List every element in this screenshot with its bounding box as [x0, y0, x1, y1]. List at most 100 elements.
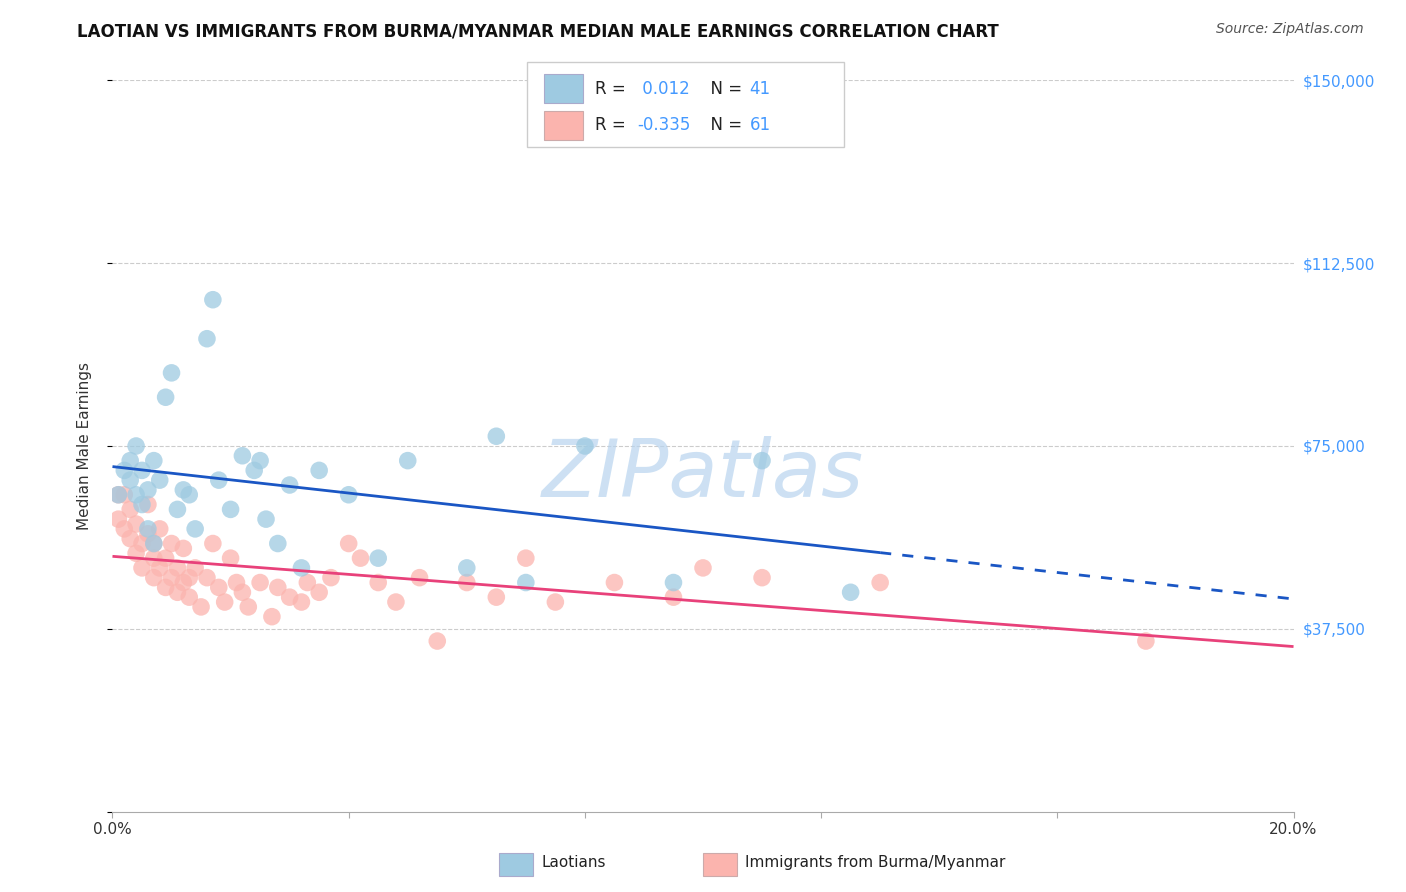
- Text: Immigrants from Burma/Myanmar: Immigrants from Burma/Myanmar: [745, 855, 1005, 870]
- Point: [112, 522, 135, 536]
- Point: [249, 453, 271, 467]
- Point: [574, 439, 596, 453]
- Text: -0.335: -0.335: [637, 116, 690, 135]
- Point: [142, 536, 165, 550]
- Point: [184, 522, 207, 536]
- Point: [662, 575, 685, 590]
- Point: [385, 595, 408, 609]
- Point: [142, 571, 165, 585]
- Point: [179, 488, 201, 502]
- Point: [267, 536, 290, 550]
- Point: [142, 453, 165, 467]
- Point: [208, 581, 231, 595]
- Point: [367, 575, 389, 590]
- Point: [426, 634, 449, 648]
- Point: [131, 536, 153, 550]
- Point: [112, 463, 135, 477]
- Point: [201, 293, 224, 307]
- Point: [243, 463, 266, 477]
- Point: [662, 590, 685, 604]
- Point: [136, 498, 159, 512]
- Point: [195, 332, 218, 346]
- Point: [172, 575, 194, 590]
- Point: [107, 512, 129, 526]
- Text: 61: 61: [749, 116, 770, 135]
- Point: [160, 366, 183, 380]
- Text: N =: N =: [700, 79, 748, 98]
- Text: Source: ZipAtlas.com: Source: ZipAtlas.com: [1216, 22, 1364, 37]
- Point: [120, 453, 142, 467]
- Point: [839, 585, 862, 599]
- Point: [308, 463, 330, 477]
- Point: [125, 516, 148, 531]
- Point: [149, 522, 172, 536]
- Point: [166, 585, 188, 599]
- Point: [290, 561, 312, 575]
- Point: [149, 561, 172, 575]
- Point: [131, 561, 153, 575]
- Point: [120, 502, 142, 516]
- Point: [603, 575, 626, 590]
- Point: [179, 590, 201, 604]
- Point: [136, 522, 159, 536]
- Point: [195, 571, 218, 585]
- Point: [337, 488, 360, 502]
- Point: [290, 595, 312, 609]
- Point: [249, 575, 271, 590]
- Point: [120, 473, 142, 487]
- Point: [136, 483, 159, 497]
- Point: [155, 390, 177, 404]
- Point: [485, 590, 508, 604]
- Point: [149, 473, 172, 487]
- Point: [231, 585, 253, 599]
- Point: [267, 581, 290, 595]
- Point: [692, 561, 714, 575]
- Point: [214, 595, 236, 609]
- Point: [160, 536, 183, 550]
- Text: N =: N =: [700, 116, 748, 135]
- Text: Laotians: Laotians: [541, 855, 606, 870]
- Point: [254, 512, 277, 526]
- Point: [142, 551, 165, 566]
- Point: [515, 551, 537, 566]
- Text: 0.012: 0.012: [637, 79, 690, 98]
- Y-axis label: Median Male Earnings: Median Male Earnings: [77, 362, 91, 530]
- Text: ZIPatlas: ZIPatlas: [541, 436, 865, 515]
- Point: [278, 478, 301, 492]
- Point: [349, 551, 371, 566]
- Point: [238, 599, 260, 614]
- Point: [172, 483, 194, 497]
- Point: [319, 571, 342, 585]
- Point: [179, 571, 201, 585]
- Point: [219, 551, 242, 566]
- Point: [160, 571, 183, 585]
- Point: [155, 551, 177, 566]
- Point: [260, 609, 283, 624]
- Point: [396, 453, 419, 467]
- Point: [190, 599, 212, 614]
- Point: [544, 595, 567, 609]
- Point: [367, 551, 389, 566]
- Point: [125, 439, 148, 453]
- Point: [155, 581, 177, 595]
- Point: [166, 502, 188, 516]
- Point: [125, 546, 148, 560]
- Point: [297, 575, 319, 590]
- Point: [869, 575, 891, 590]
- Point: [1135, 634, 1157, 648]
- Point: [107, 488, 129, 502]
- Text: R =: R =: [595, 79, 631, 98]
- Text: LAOTIAN VS IMMIGRANTS FROM BURMA/MYANMAR MEDIAN MALE EARNINGS CORRELATION CHART: LAOTIAN VS IMMIGRANTS FROM BURMA/MYANMAR…: [77, 22, 1000, 40]
- Point: [131, 463, 153, 477]
- Point: [408, 571, 430, 585]
- Point: [337, 536, 360, 550]
- Point: [184, 561, 207, 575]
- Point: [485, 429, 508, 443]
- Point: [112, 488, 135, 502]
- Point: [120, 532, 142, 546]
- Point: [225, 575, 247, 590]
- Point: [231, 449, 253, 463]
- Point: [172, 541, 194, 556]
- Point: [456, 575, 478, 590]
- Point: [278, 590, 301, 604]
